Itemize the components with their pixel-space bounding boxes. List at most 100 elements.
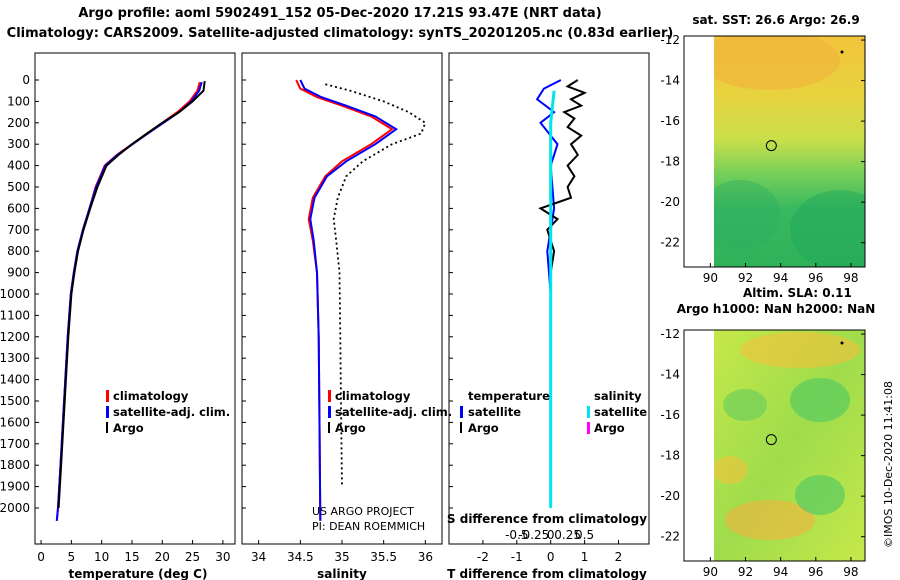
x-tick-label: 25 (185, 550, 200, 564)
lat-tick-label: -12 (660, 33, 680, 47)
lat-tick-label: -18 (660, 155, 680, 169)
x-tick-label: 0 (37, 550, 45, 564)
depth-tick-label: 1200 (0, 330, 30, 344)
difference-panel (448, 52, 650, 545)
lon-tick-label: 96 (808, 271, 823, 285)
ssh-low-patch (790, 378, 850, 422)
series-line-t-satellite (535, 79, 562, 508)
legend-header-salinity: salinity (594, 389, 642, 403)
legend-swatch-climatology (106, 390, 109, 402)
temperature-axis-label: temperature (deg C) (69, 567, 208, 580)
sst-land-mask (684, 36, 714, 267)
difference-x-axis: -2 -1 0 1 2-0.5-0.250 0.250.5 (477, 528, 622, 564)
island-marker (840, 341, 844, 345)
series-line-t-argo (538, 79, 588, 508)
salinity-panel (241, 52, 443, 545)
lat-tick-label: -16 (660, 114, 680, 128)
depth-tick-label: 300 (7, 137, 30, 151)
lon-tick-label: 94 (773, 565, 788, 579)
depth-tick-label: 700 (7, 223, 30, 237)
depth-tick-label: 600 (7, 201, 30, 215)
title-line-1: Argo profile: aoml 5902491_152 05-Dec-20… (78, 6, 602, 21)
salinity-x-axis: 34 34.5 35 35.5 36 (251, 540, 433, 564)
ssh-low-patch (723, 389, 767, 421)
salinity-series (295, 79, 427, 521)
series-line-argo (57, 80, 206, 509)
sst-map-title: sat. SST: 26.6 Argo: 26.9 (692, 13, 859, 27)
sst-map-axis: 90 92 94 96 98 -12 -14 -16 -18 -20 -22 (660, 33, 865, 285)
ssh-high-patch (740, 332, 860, 368)
x-tick-label: 5 (68, 550, 76, 564)
lat-tick-label: -16 (660, 408, 680, 422)
x-tick-label: 35 (334, 550, 349, 564)
depth-tick-label: 1000 (0, 287, 30, 301)
lon-tick-label: 92 (738, 565, 753, 579)
legend-t-satellite: satellite (468, 405, 521, 419)
ssh-high-patch (714, 456, 748, 484)
ssh-map-frame (683, 329, 866, 562)
ssh-map-title: Argo h1000: NaN h2000: NaN (677, 302, 876, 316)
s-tick-label: 0 (547, 528, 555, 542)
ssh-map-axis: 90 92 94 96 98 -12 -14 -16 -18 -20 -22 (660, 327, 865, 579)
x-tick-label: 0 (547, 550, 555, 564)
legend-argo: Argo (335, 421, 366, 435)
depth-tick-label: 1600 (0, 415, 30, 429)
x-tick-label: 15 (124, 550, 139, 564)
depth-tick-label: 1500 (0, 394, 30, 408)
s-difference-axis-label: S difference from climatology (447, 512, 647, 526)
x-tick-label: 36 (418, 550, 433, 564)
series-line-satellite-adj-clim- (55, 81, 203, 521)
depth-tick-label: 1300 (0, 351, 30, 365)
x-tick-label: 30 (215, 550, 230, 564)
legend-satellite-adj: satellite-adj. clim. (113, 405, 230, 419)
x-tick-label: -2 (477, 550, 489, 564)
s-tick-label: 0.25 (554, 528, 581, 542)
x-tick-label: 34.5 (287, 550, 314, 564)
lon-tick-label: 94 (773, 271, 788, 285)
pi-credit: PI: DEAN ROEMMICH (312, 520, 425, 533)
series-line-argo (325, 83, 427, 487)
difference-series (535, 79, 588, 508)
series-line-climatology (295, 79, 394, 521)
ssh-map: Argo h1000: NaN h2000: NaN 90 92 94 96 98 -12… (660, 302, 875, 579)
depth-tick-label: 500 (7, 180, 30, 194)
sst-cool-patch (790, 190, 865, 267)
temperature-panel (34, 52, 236, 545)
lon-tick-label: 90 (703, 271, 718, 285)
temperature-series (55, 80, 206, 521)
x-tick-label: 34 (251, 550, 266, 564)
legend-climatology: climatology (113, 389, 189, 403)
legend-climatology: climatology (335, 389, 411, 403)
temperature-legend: climatology satellite-adj. clim. Argo (106, 389, 230, 435)
argo-float-marker (765, 434, 777, 446)
lon-tick-label: 98 (843, 565, 858, 579)
s-tick-label: 0.5 (575, 528, 594, 542)
depth-tick-label: 900 (7, 266, 30, 280)
series-line-s-satellite (549, 90, 556, 508)
legend-swatch-s-satellite (587, 406, 590, 418)
t-difference-axis-label: T difference from climatology (447, 567, 647, 580)
legend-swatch-argo (328, 422, 330, 433)
legend-swatch-argo (106, 422, 108, 433)
depth-tick-label: 100 (7, 94, 30, 108)
x-tick-label: 2 (615, 550, 623, 564)
ssh-high-patch (725, 500, 815, 540)
lat-tick-label: -20 (660, 489, 680, 503)
lon-tick-label: 92 (738, 271, 753, 285)
legend-swatch-satellite (328, 406, 331, 418)
legend-s-argo: Argo (594, 421, 625, 435)
x-tick-label: 20 (155, 550, 170, 564)
salinity-axis-label: salinity (317, 567, 367, 580)
x-tick-label: 10 (94, 550, 109, 564)
x-tick-label: -1 (511, 550, 523, 564)
legend-satellite-adj: satellite-adj. clim. (335, 405, 452, 419)
ssh-low-patch (795, 475, 845, 515)
sst-map-frame (683, 35, 866, 268)
title-line-2: Climatology: CARS2009. Satellite-adjuste… (6, 26, 674, 41)
lat-tick-label: -20 (660, 195, 680, 209)
sst-map: sat. SST: 26.6 Argo: 26.9 90 92 94 96 98 -12 -… (660, 13, 866, 300)
legend-swatch-t-satellite (460, 406, 463, 418)
lat-tick-label: -12 (660, 327, 680, 341)
lat-tick-label: -14 (660, 368, 680, 382)
